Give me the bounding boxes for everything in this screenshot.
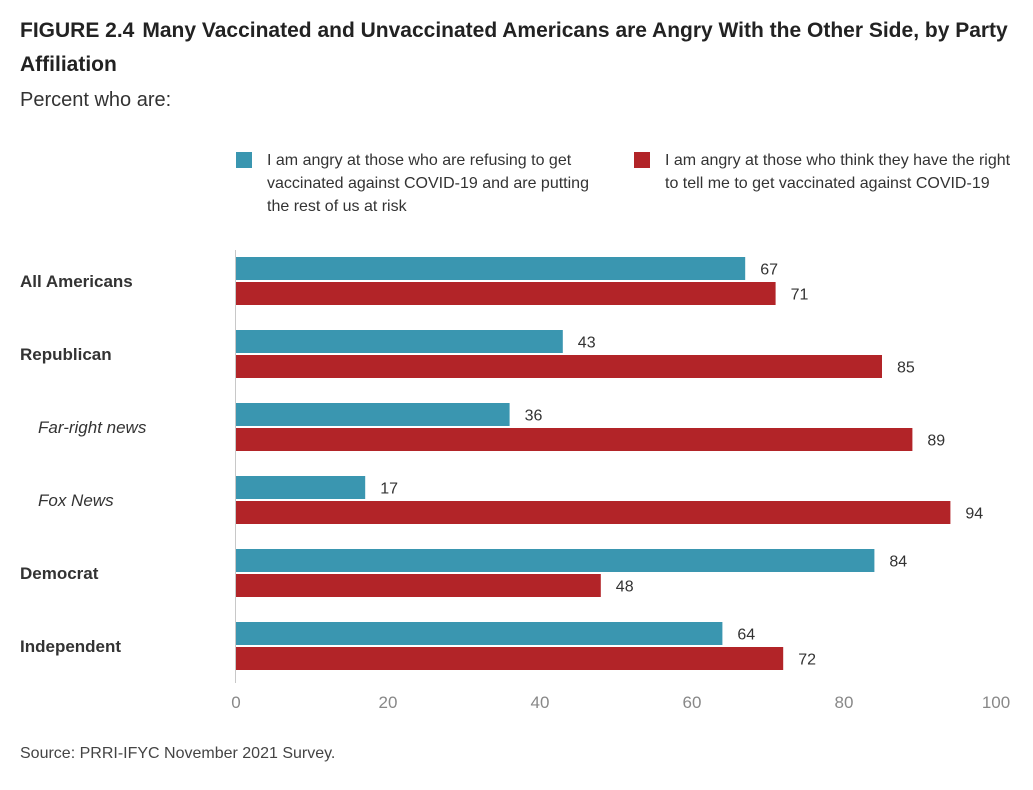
- bar: [236, 282, 776, 305]
- bar: [236, 403, 510, 426]
- category-label: Republican: [20, 345, 112, 364]
- source-note: Source: PRRI-IFYC November 2021 Survey.: [20, 745, 336, 762]
- legend-swatch-red: [634, 152, 650, 168]
- legend-label-refusing: I am angry at those who are refusing to …: [267, 152, 589, 215]
- data-label: 67: [760, 262, 778, 279]
- chart-title: FIGURE 2.4 Many Vaccinated and Unvaccinat…: [20, 14, 1020, 82]
- x-tick-label: 20: [379, 693, 398, 712]
- category-label: Democrat: [20, 564, 99, 583]
- legend-swatch-teal: [236, 152, 252, 168]
- figure-label: FIGURE 2.4: [20, 19, 135, 42]
- data-label: 71: [791, 287, 809, 304]
- legend-item-refusing: I am angry at those who are refusing to …: [236, 149, 596, 218]
- data-label: 84: [889, 554, 907, 571]
- legend-label-right-to-tell: I am angry at those who think they have …: [665, 152, 1011, 192]
- data-label: 36: [525, 408, 543, 425]
- x-tick-label: 40: [531, 693, 550, 712]
- category-label: Independent: [20, 637, 121, 656]
- x-tick-label: 60: [683, 693, 702, 712]
- bar: [236, 355, 882, 378]
- data-label: 94: [965, 506, 983, 523]
- bar: [236, 501, 951, 524]
- legend-item-right-to-tell: I am angry at those who think they have …: [634, 149, 1014, 195]
- data-label: 48: [616, 579, 634, 596]
- bar: [236, 428, 913, 451]
- bar: [236, 476, 366, 499]
- x-tick-label: 100: [982, 693, 1010, 712]
- data-label: 43: [578, 335, 596, 352]
- chart-subtitle: Percent who are:: [20, 89, 172, 111]
- chart-title-text: Many Vaccinated and Unvaccinated America…: [20, 19, 1008, 76]
- bar: [236, 647, 784, 670]
- bar: [236, 330, 563, 353]
- bar: [236, 574, 601, 597]
- bar: [236, 257, 746, 280]
- bar: [236, 622, 723, 645]
- data-label: 89: [927, 433, 945, 450]
- category-label: Far-right news: [38, 418, 147, 437]
- category-label: Fox News: [38, 491, 114, 510]
- data-label: 85: [897, 360, 915, 377]
- category-label: All Americans: [20, 272, 133, 291]
- x-tick-label: 80: [835, 693, 854, 712]
- bar: [236, 549, 875, 572]
- data-label: 72: [798, 652, 816, 669]
- data-label: 17: [380, 481, 398, 498]
- data-label: 64: [737, 627, 755, 644]
- x-tick-label: 0: [231, 693, 240, 712]
